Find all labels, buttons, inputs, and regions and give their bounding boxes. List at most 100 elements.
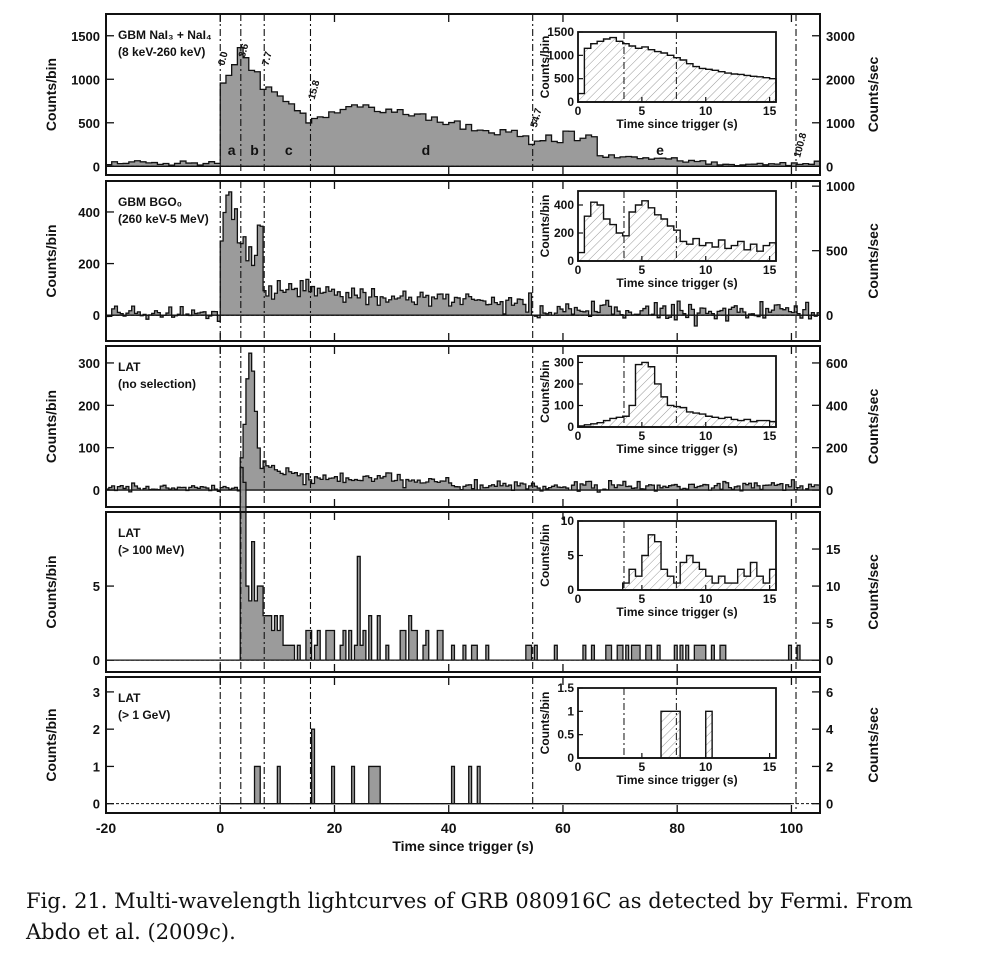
x-tick-label: 0 (216, 820, 224, 836)
inset-y-tick-label: 1000 (547, 48, 574, 62)
inset-x-label: Time since trigger (s) (616, 117, 737, 131)
right-axis-label: Counts/sec (865, 389, 881, 465)
panels-layer (105, 13, 821, 814)
left-tick-label: 1500 (71, 29, 100, 44)
inset-4 (577, 520, 777, 591)
histogram (105, 352, 821, 493)
panel-subtitle: (no selection) (118, 377, 196, 391)
left-tick-label: 0 (93, 797, 100, 812)
inset-frame (577, 31, 777, 103)
x-axis-label: Time since trigger (s) (392, 838, 533, 854)
panel-title: GBM NaI₃ + NaI₄ (118, 28, 212, 42)
x-tick-label: -20 (96, 820, 116, 836)
inset-histogram (577, 36, 777, 103)
panel-frame (105, 180, 821, 342)
caption-line-1: Fig. 21. Multi-wavelength lightcurves of… (26, 889, 913, 913)
x-tick-label: 60 (555, 820, 571, 836)
left-axis-label: Counts/bin (43, 555, 59, 628)
inset-y-tick-label: 200 (554, 226, 574, 240)
inset-y-tick-label: 1.5 (557, 681, 574, 695)
left-tick-label: 0 (93, 308, 100, 323)
inset-x-tick-label: 10 (699, 760, 713, 774)
inset-y-tick-label: 0.5 (557, 728, 574, 742)
right-tick-label: 5 (826, 616, 833, 631)
left-tick-label: 0 (93, 653, 100, 668)
left-tick-label: 0 (93, 483, 100, 498)
left-tick-label: 5 (93, 579, 100, 594)
right-axis-label: Counts/sec (865, 554, 881, 630)
inset-x-tick-label: 15 (763, 592, 777, 606)
left-axis-label: Counts/bin (43, 58, 59, 131)
inset-y-tick-label: 0 (567, 254, 574, 268)
right-tick-label: 500 (826, 244, 848, 259)
inset-y-tick-label: 0 (567, 95, 574, 109)
left-axis-label: Counts/bin (43, 390, 59, 463)
inset-y-tick-label: 400 (554, 198, 574, 212)
x-tick-label: 80 (669, 820, 685, 836)
interval-line-label: 54.7 (529, 107, 545, 129)
inset-1 (577, 31, 777, 103)
histogram (106, 466, 820, 661)
panel-5 (105, 676, 821, 814)
inset-x-tick-label: 15 (763, 263, 777, 277)
interval-line-label: 7.7 (260, 50, 274, 67)
inset-x-label: Time since trigger (s) (616, 605, 737, 619)
inset-x-tick-label: 0 (575, 429, 582, 443)
right-tick-label: 6 (826, 685, 833, 700)
inset-y-tick-label: 1500 (547, 25, 574, 39)
right-tick-label: 0 (826, 653, 833, 668)
panel-title: LAT (118, 360, 141, 374)
right-tick-label: 600 (826, 356, 848, 371)
inset-y-tick-label: 0 (567, 751, 574, 765)
right-tick-label: 10 (826, 579, 840, 594)
panel-1 (105, 13, 821, 176)
inset-x-tick-label: 5 (639, 592, 646, 606)
inset-x-label: Time since trigger (s) (616, 442, 737, 456)
caption-line-2: Abdo et al. (2009c). (26, 920, 236, 944)
left-tick-label: 300 (78, 356, 100, 371)
interval-line-label: 3.6 (237, 42, 251, 59)
panel-subtitle: (> 100 MeV) (118, 543, 184, 557)
histogram (105, 46, 821, 167)
panel-2 (105, 180, 821, 342)
left-tick-label: 100 (78, 441, 100, 456)
right-tick-label: 2000 (826, 72, 855, 87)
inset-y-tick-label: 0 (567, 420, 574, 434)
x-tick-label: 20 (327, 820, 343, 836)
inset-x-tick-label: 5 (639, 263, 646, 277)
inset-frame (577, 355, 777, 428)
inset-y-label: Counts/bin (538, 36, 552, 99)
x-tick-label: 40 (441, 820, 457, 836)
panel-3 (105, 345, 821, 508)
inset-3 (577, 355, 777, 428)
inset-histogram (577, 361, 777, 428)
right-tick-label: 0 (826, 308, 833, 323)
inset-y-label: Counts/bin (538, 692, 552, 755)
inset-x-tick-label: 15 (763, 429, 777, 443)
right-tick-label: 0 (826, 797, 833, 812)
left-axis-label: Counts/bin (43, 708, 59, 781)
left-tick-label: 400 (78, 205, 100, 220)
panel-frame (105, 345, 821, 508)
inset-x-tick-label: 10 (699, 104, 713, 118)
inset-y-tick-label: 10 (561, 514, 575, 528)
right-axis-label: Counts/sec (865, 223, 881, 299)
left-tick-label: 500 (78, 116, 100, 131)
panel-title: GBM BGO₀ (118, 195, 182, 209)
right-tick-label: 400 (826, 398, 848, 413)
inset-x-tick-label: 10 (699, 429, 713, 443)
left-tick-label: 1 (93, 759, 100, 774)
right-tick-label: 1000 (826, 116, 855, 131)
interval-letter: b (250, 142, 259, 158)
panel-title: LAT (118, 691, 141, 705)
panel-4 (105, 466, 821, 673)
right-tick-label: 200 (826, 441, 848, 456)
inset-histogram (578, 534, 777, 591)
interval-line-label: 100.8 (792, 131, 809, 158)
interval-line-label: 15.8 (307, 79, 323, 101)
panel-title: LAT (118, 526, 141, 540)
left-axis-label: Counts/bin (43, 224, 59, 297)
inset-x-tick-label: 0 (575, 104, 582, 118)
